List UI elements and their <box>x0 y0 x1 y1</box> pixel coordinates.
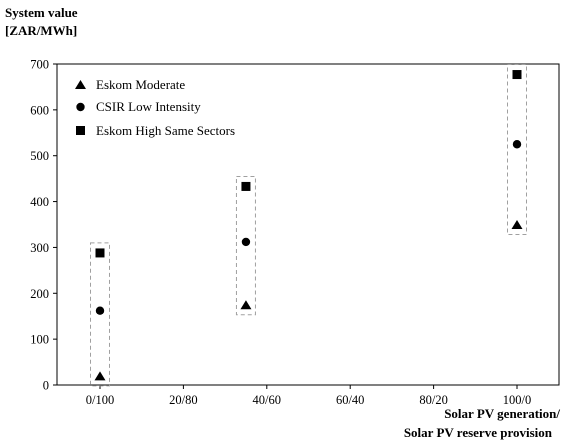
legend-circle-marker <box>76 102 85 112</box>
range-boxes <box>90 64 527 387</box>
point-triangle <box>511 220 523 229</box>
legend-label-eskom-high-same-sectors: Eskom High Same Sectors <box>96 123 235 138</box>
y-axis: 0 100 200 300 400 500 600 700 <box>30 58 57 393</box>
y-tick-label: 200 <box>30 287 49 301</box>
y-tick-label: 500 <box>30 149 49 163</box>
x-axis-label-line1: Solar PV generation/ <box>444 406 560 421</box>
point-square <box>512 70 522 80</box>
y-tick-label: 100 <box>30 333 49 347</box>
point-triangle <box>94 371 106 381</box>
y-tick-label: 400 <box>30 195 49 209</box>
point-circle <box>95 306 105 315</box>
y-tick-label: 700 <box>30 58 49 72</box>
range-box <box>235 175 256 316</box>
point-square <box>241 181 251 191</box>
x-tick-label: 100/0 <box>503 393 531 407</box>
point-circle <box>241 237 251 247</box>
y-axis-label-line1: System value <box>5 5 78 20</box>
legend-triangle-marker <box>75 80 86 89</box>
y-tick-label: 600 <box>30 103 49 117</box>
x-axis-label-line2: Solar PV reserve provision <box>404 425 553 440</box>
point-circle <box>512 140 522 149</box>
legend: Eskom Moderate CSIR Low Intensity Eskom … <box>75 77 235 138</box>
plot-area-frame <box>56 63 560 386</box>
y-axis-label-line2: [ZAR/MWh] <box>5 23 77 38</box>
x-tick-label: 60/40 <box>336 393 364 407</box>
data-points <box>94 70 523 381</box>
x-tick-label: 40/60 <box>253 393 281 407</box>
range-box <box>507 64 527 235</box>
point-triangle <box>240 300 252 310</box>
range-box <box>90 242 110 387</box>
x-tick-label: 0/100 <box>86 393 114 407</box>
x-tick-label: 80/20 <box>419 393 447 407</box>
legend-square-marker <box>76 126 85 135</box>
x-axis: 0/100 20/80 40/60 60/40 80/20 100/0 <box>86 385 531 407</box>
legend-label-eskom-moderate: Eskom Moderate <box>96 77 185 92</box>
x-tick-label: 20/80 <box>169 393 197 407</box>
y-tick-label: 300 <box>30 241 49 255</box>
legend-label-csir-low-intensity: CSIR Low Intensity <box>96 99 201 114</box>
point-square <box>95 248 105 258</box>
y-tick-label: 0 <box>43 379 49 393</box>
